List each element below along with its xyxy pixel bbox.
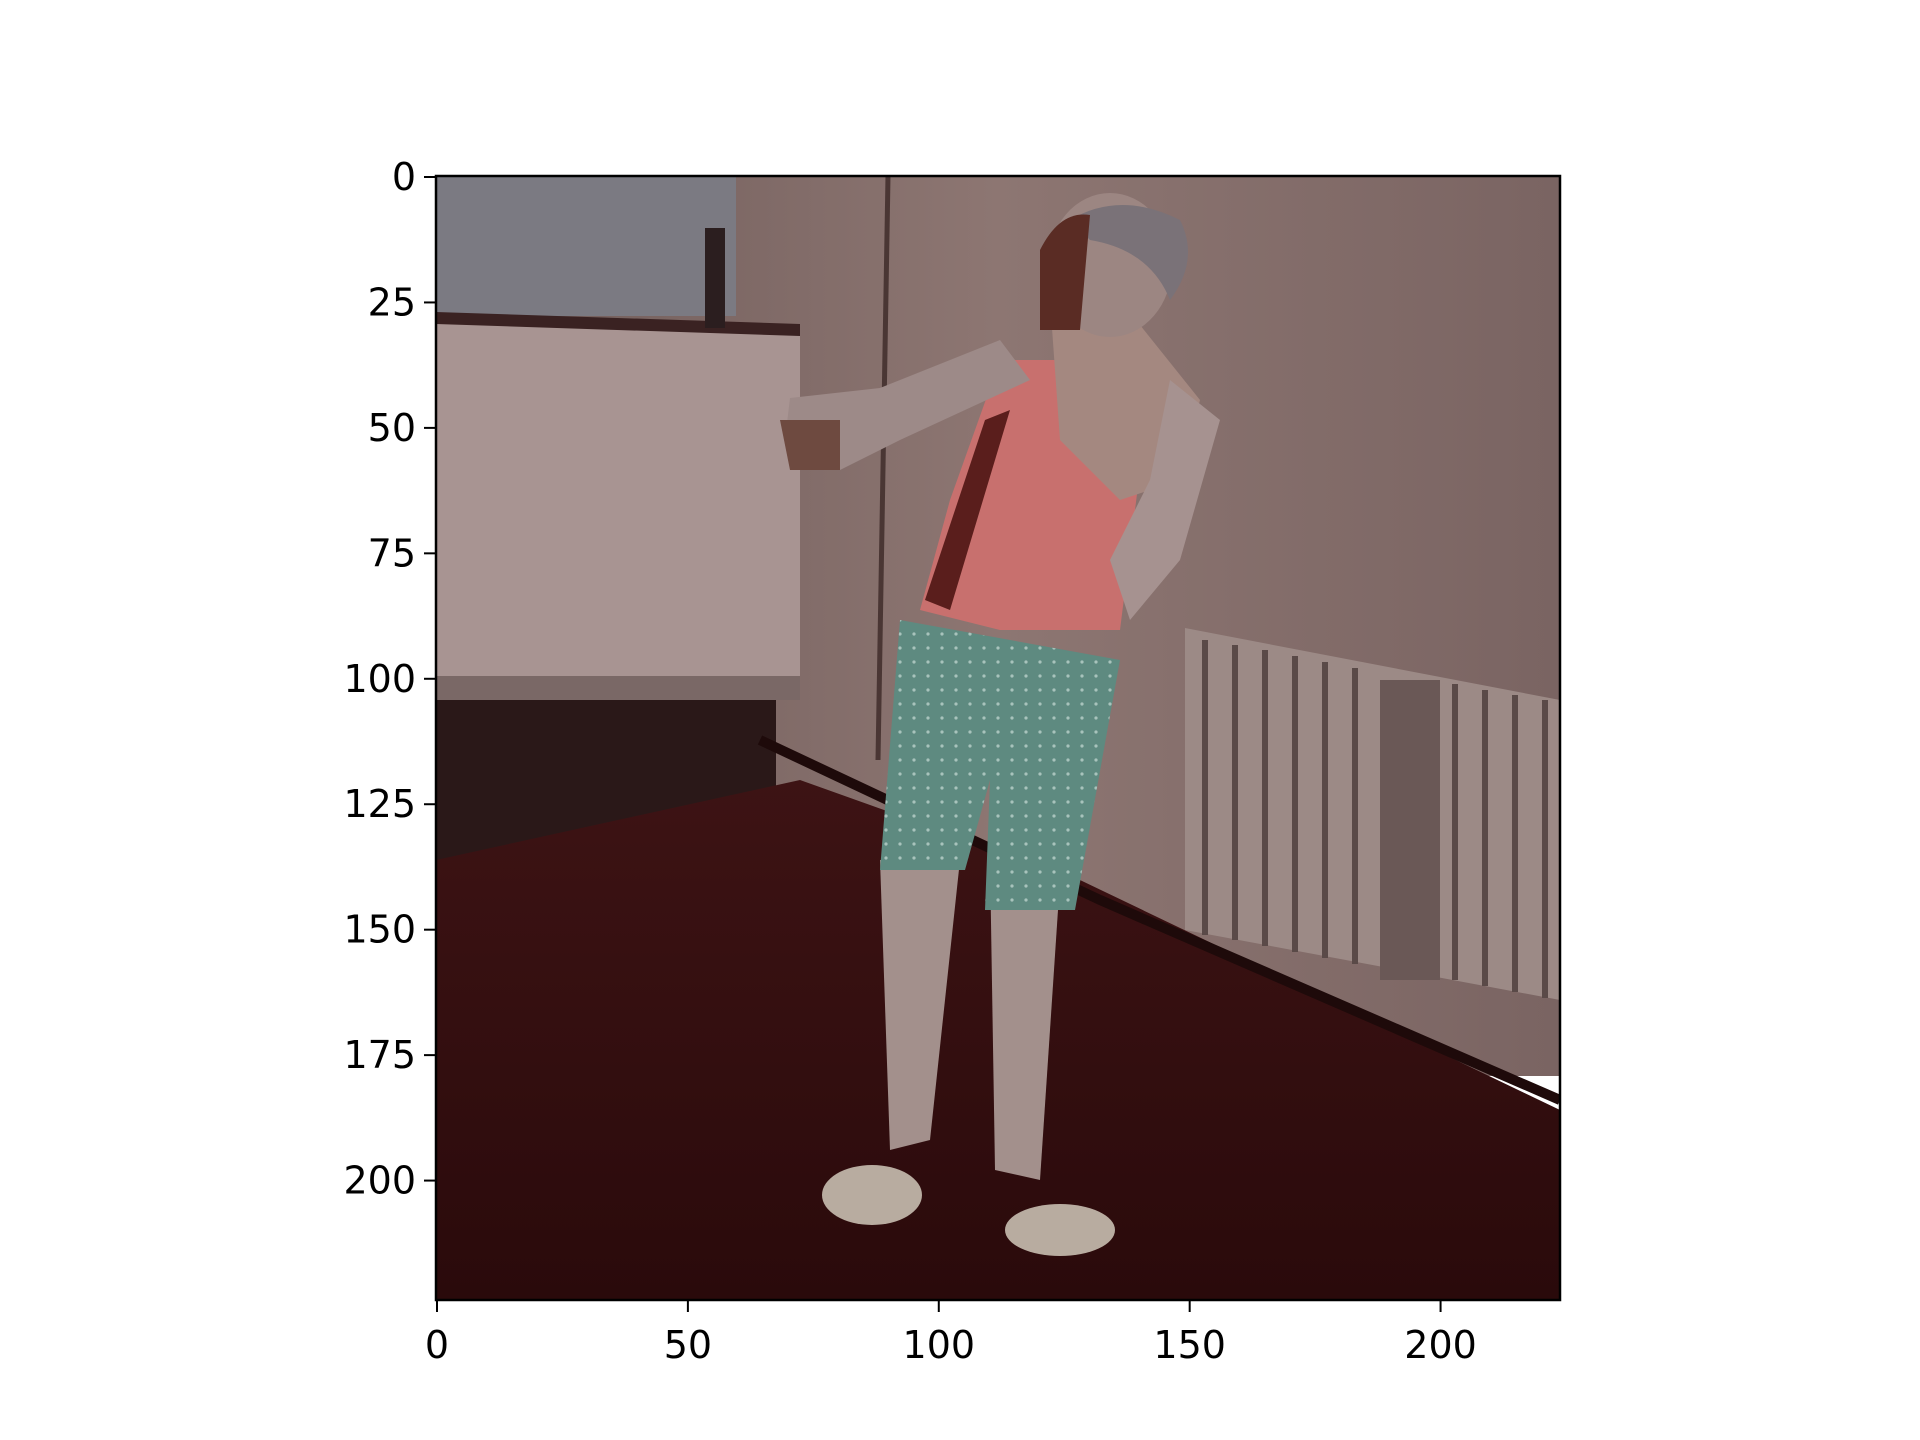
- y-axis: 0 25 50 75 100 125 150 175 200: [343, 155, 436, 1203]
- y-tick-label: 125: [343, 782, 416, 826]
- y-tick-label: 100: [343, 657, 416, 701]
- hair: [1070, 205, 1188, 300]
- x-tick-label: 200: [1404, 1323, 1477, 1367]
- hand: [780, 420, 840, 470]
- raised-arm: [1110, 380, 1220, 620]
- radiator: [1185, 628, 1560, 1000]
- lectern-top: [436, 312, 800, 336]
- lectern-base: [436, 676, 800, 700]
- x-tick-label: 150: [1153, 1323, 1226, 1367]
- photo-image: [436, 176, 1560, 1300]
- y-tick-label: 25: [368, 280, 416, 324]
- y-tick-label: 50: [368, 406, 416, 450]
- object-on-lectern: [705, 228, 725, 328]
- x-tick-label: 0: [425, 1323, 449, 1367]
- left-leg: [880, 860, 960, 1150]
- right-leg: [990, 860, 1060, 1180]
- lectern-panel: [436, 316, 800, 680]
- y-tick-label: 150: [343, 908, 416, 952]
- hair-dark: [1040, 214, 1090, 330]
- pole: [875, 176, 891, 761]
- person: [780, 193, 1220, 1256]
- right-shoe: [1005, 1204, 1115, 1256]
- y-tick-label: 0: [392, 155, 416, 199]
- plot-frame: [434, 174, 1562, 1302]
- outstretched-arm: [785, 340, 1030, 470]
- x-tick-label: 100: [903, 1323, 976, 1367]
- y-tick-label: 200: [343, 1159, 416, 1203]
- x-axis: 0 50 100 150 200: [425, 1300, 1477, 1367]
- ceiling-region: [436, 176, 736, 316]
- x-tick-label: 50: [664, 1323, 712, 1367]
- y-tick-label: 175: [343, 1033, 416, 1077]
- y-tick-label: 75: [368, 531, 416, 575]
- left-shoe: [822, 1165, 922, 1225]
